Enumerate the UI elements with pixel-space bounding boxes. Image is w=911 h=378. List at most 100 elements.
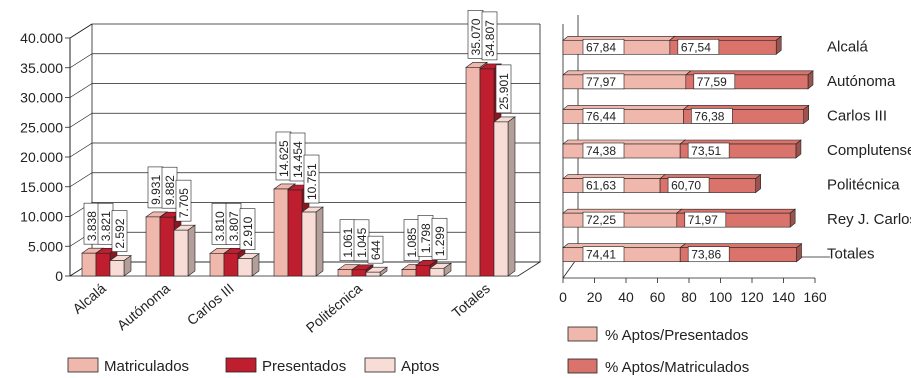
data-label-text: 9.931 bbox=[149, 175, 163, 205]
gridline-diag bbox=[69, 83, 93, 98]
data-label: 3.838 bbox=[83, 202, 100, 245]
data-label-box bbox=[582, 142, 625, 159]
bar-matriculados-front bbox=[337, 269, 353, 277]
data-label-text: 35.070 bbox=[469, 18, 483, 55]
legend-label: % Aptos/Presentados bbox=[605, 327, 748, 344]
data-label: 1.299 bbox=[431, 217, 448, 260]
data-label-box bbox=[691, 108, 733, 124]
data-label-box bbox=[431, 217, 448, 260]
bar-aptos-side bbox=[187, 224, 196, 277]
x-tick-label: 40 bbox=[618, 289, 634, 305]
bar-aptos bbox=[237, 253, 260, 277]
data-label-text: 3.821 bbox=[99, 211, 113, 241]
legend-swatch bbox=[67, 357, 99, 373]
data-label-text: 3.807 bbox=[227, 211, 241, 241]
legend-item: % Aptos/Matriculados bbox=[567, 358, 749, 376]
data-label: 34.807 bbox=[481, 11, 498, 61]
y-tick-label: 25.000 bbox=[20, 119, 63, 135]
data-label-text: 73,86 bbox=[691, 248, 721, 262]
bar-aptos-front bbox=[429, 267, 445, 277]
data-label: 3.810 bbox=[211, 203, 228, 245]
legend-right: % Aptos/Presentados % Aptos/Matriculados bbox=[567, 326, 749, 376]
bar-aptos bbox=[429, 262, 452, 277]
gridline-diag bbox=[69, 23, 93, 39]
x-tick-label: 120 bbox=[740, 289, 764, 305]
legend-item: Presentados bbox=[225, 357, 346, 375]
bar-presentados-front bbox=[415, 265, 431, 277]
data-label-box bbox=[667, 177, 710, 193]
data-label-text: 1.061 bbox=[341, 227, 355, 257]
data-label-box bbox=[481, 11, 498, 61]
gridline-diag bbox=[69, 142, 93, 158]
x-tick-label: 80 bbox=[681, 289, 697, 305]
hbar-seg bbox=[562, 70, 692, 90]
bar-aptos bbox=[365, 266, 388, 277]
data-label-box bbox=[582, 177, 625, 193]
data-label-box bbox=[495, 64, 512, 114]
y-tick-label: 20.000 bbox=[20, 149, 63, 165]
data-label-text: 10.751 bbox=[305, 163, 319, 200]
legend-item: Matriculados bbox=[67, 357, 189, 375]
data-label-box bbox=[684, 211, 727, 228]
legend-swatch bbox=[225, 357, 257, 373]
legend-label: Aptos bbox=[401, 358, 439, 375]
bar-presentados-front bbox=[351, 269, 367, 277]
data-label-text: 71,97 bbox=[688, 213, 718, 227]
data-label-text: 77,97 bbox=[586, 75, 616, 89]
hbar-seg-top bbox=[562, 70, 692, 76]
data-label-box bbox=[303, 154, 320, 204]
x-tick-label: Totales bbox=[449, 280, 493, 321]
data-label-text: 1.085 bbox=[405, 227, 419, 257]
data-label: 644 bbox=[367, 235, 384, 264]
data-label-box bbox=[239, 208, 256, 250]
gridline-diag bbox=[69, 172, 93, 188]
category-label: Autónoma bbox=[827, 73, 896, 90]
data-label-text: 2.910 bbox=[241, 216, 255, 246]
data-label-text: 9.882 bbox=[163, 175, 177, 205]
legend-swatch bbox=[567, 358, 598, 374]
bar-matriculados-front bbox=[145, 216, 161, 277]
data-label: 3.807 bbox=[225, 203, 242, 245]
gridline-diag bbox=[69, 53, 93, 69]
data-label-text: 76,44 bbox=[586, 109, 616, 123]
legend-swatch bbox=[364, 357, 396, 373]
data-label-text: 73,51 bbox=[691, 144, 721, 158]
y-tick-label: 15.000 bbox=[20, 179, 63, 195]
data-label-text: 67,54 bbox=[681, 40, 711, 54]
category-label: Politécnica bbox=[827, 177, 900, 194]
y-tick-label: 5.000 bbox=[28, 238, 63, 254]
x-tick-label: Autónoma bbox=[114, 280, 173, 333]
hbar-seg-top bbox=[562, 105, 690, 110]
bar-matriculados-front bbox=[401, 269, 417, 277]
data-label-text: 2.592 bbox=[113, 218, 127, 248]
data-label: 9.882 bbox=[161, 166, 178, 209]
bar-presentados-front bbox=[479, 68, 495, 277]
bar-aptos-side bbox=[507, 116, 516, 277]
bar-aptos bbox=[301, 206, 324, 277]
data-label-text: 1.798 bbox=[419, 223, 433, 253]
data-label-text: 76,38 bbox=[694, 109, 724, 123]
data-label-text: 14.454 bbox=[291, 141, 305, 178]
data-label: 14.625 bbox=[275, 131, 292, 181]
bar-presentados-front bbox=[159, 216, 175, 277]
data-label-box bbox=[582, 73, 625, 90]
y-tick-label: 10.000 bbox=[20, 209, 63, 225]
hbar-seg bbox=[562, 104, 690, 125]
data-label-box bbox=[582, 211, 625, 228]
bar-chart-right: 0 20 40 60 80 100 120 140 160 67,84 67,54 Alcalá 77,… bbox=[559, 15, 911, 305]
category-label: Carlos III bbox=[827, 107, 887, 124]
data-label-box bbox=[582, 38, 625, 55]
bar-aptos-front bbox=[237, 258, 253, 277]
x-tick-label: 0 bbox=[559, 289, 567, 305]
data-label: 1.798 bbox=[417, 215, 434, 257]
bar-presentados-front bbox=[287, 189, 303, 277]
legend-item: % Aptos/Presentados bbox=[567, 326, 748, 344]
x-tick-label: 160 bbox=[803, 289, 827, 305]
legend-label: % Aptos/Matriculados bbox=[605, 359, 749, 376]
data-label-text: 14.625 bbox=[277, 140, 291, 177]
x-tick-label: Alcalá bbox=[69, 280, 109, 317]
x-tick-label: 60 bbox=[650, 289, 666, 305]
data-label-text: 61,63 bbox=[586, 179, 616, 193]
data-label-text: 77,59 bbox=[697, 75, 727, 89]
